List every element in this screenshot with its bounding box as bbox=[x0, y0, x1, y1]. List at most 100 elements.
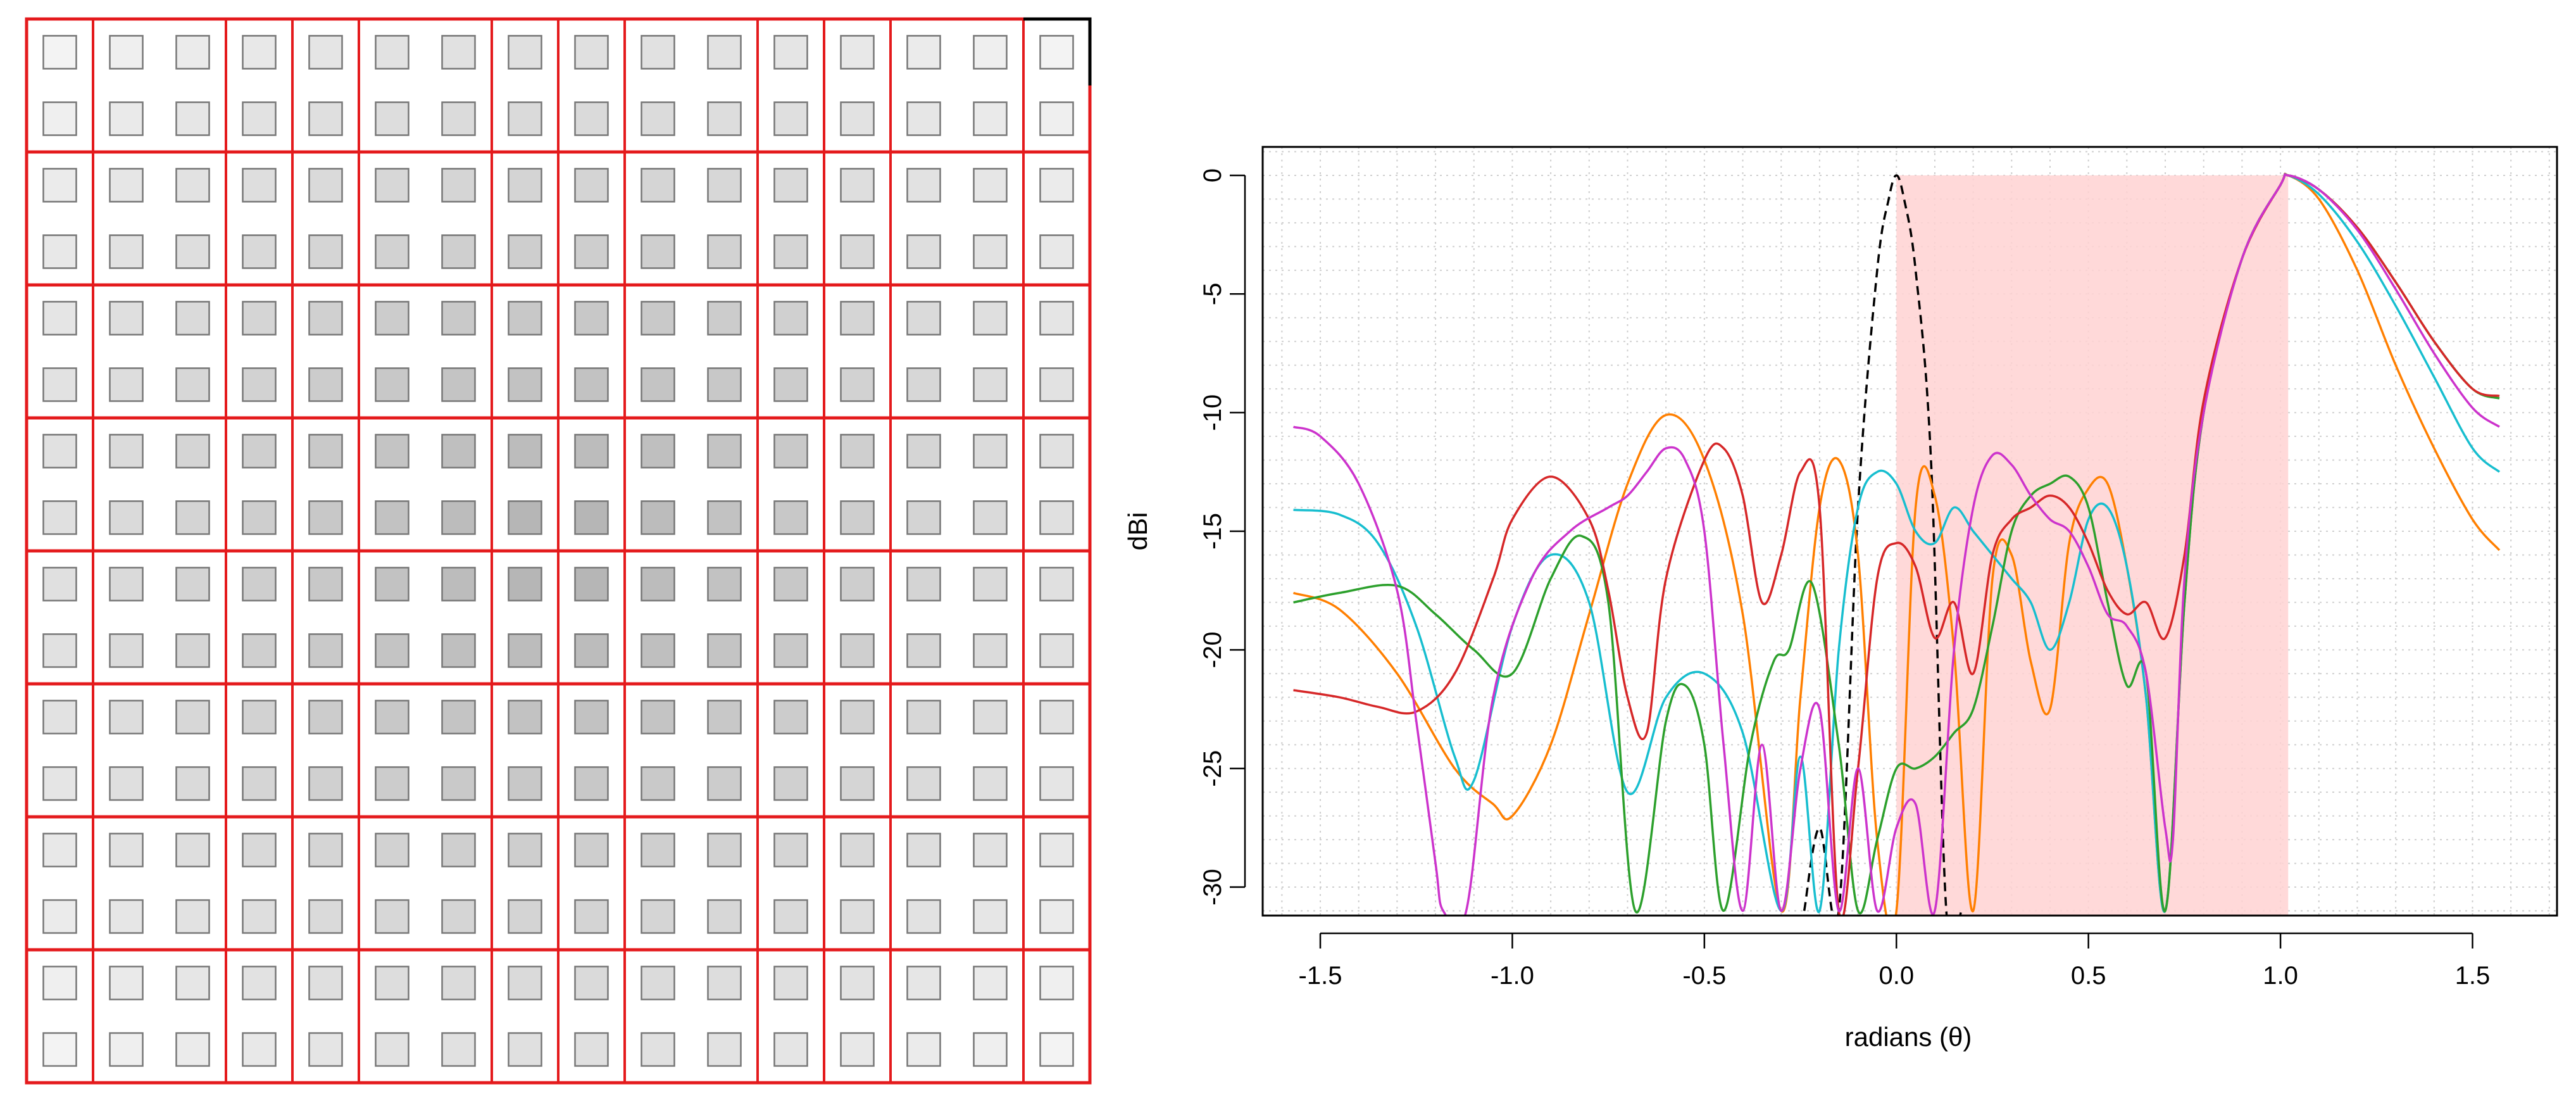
array-element bbox=[109, 700, 144, 734]
highlight-band bbox=[1896, 175, 2289, 916]
array-element bbox=[308, 833, 343, 867]
array-element bbox=[906, 833, 941, 867]
array-element bbox=[242, 500, 277, 535]
array-element bbox=[641, 966, 675, 1000]
array-element bbox=[773, 367, 808, 402]
array-element bbox=[242, 766, 277, 801]
array-element bbox=[109, 966, 144, 1000]
array-element bbox=[707, 35, 742, 70]
array-element bbox=[1039, 833, 1074, 867]
array-element bbox=[308, 1032, 343, 1067]
array-element bbox=[175, 434, 210, 469]
array-element bbox=[508, 1032, 542, 1067]
array-element bbox=[906, 168, 941, 203]
array-element bbox=[773, 434, 808, 469]
array-element bbox=[175, 301, 210, 336]
array-element bbox=[109, 234, 144, 269]
array-element bbox=[773, 500, 808, 535]
array-element bbox=[109, 168, 144, 203]
x-tick-label: -0.5 bbox=[1682, 962, 1726, 990]
array-element bbox=[574, 833, 609, 867]
y-tick-label: -25 bbox=[1199, 750, 1227, 787]
array-element bbox=[375, 434, 410, 469]
array-element bbox=[42, 766, 77, 801]
array-element bbox=[574, 367, 609, 402]
array-element bbox=[641, 700, 675, 734]
array-element bbox=[175, 234, 210, 269]
array-element bbox=[707, 301, 742, 336]
array-element bbox=[508, 367, 542, 402]
array-element bbox=[773, 1032, 808, 1067]
array-element bbox=[641, 35, 675, 70]
array-element bbox=[707, 434, 742, 469]
array-element bbox=[707, 101, 742, 136]
y-axis-title: dBi bbox=[1123, 512, 1153, 551]
y-tick-label: -15 bbox=[1199, 513, 1227, 550]
array-element bbox=[641, 434, 675, 469]
array-element bbox=[175, 101, 210, 136]
array-element bbox=[508, 766, 542, 801]
array-element bbox=[109, 1032, 144, 1067]
array-element bbox=[42, 833, 77, 867]
array-element bbox=[508, 899, 542, 934]
array-element bbox=[574, 101, 609, 136]
x-tick-label: 0.0 bbox=[1879, 962, 1914, 990]
array-element bbox=[1039, 168, 1074, 203]
array-element bbox=[441, 500, 476, 535]
array-element bbox=[242, 101, 277, 136]
y-tick-label: 0 bbox=[1199, 168, 1227, 182]
array-element bbox=[840, 434, 875, 469]
array-element bbox=[308, 567, 343, 602]
series-line-5 bbox=[1293, 173, 2500, 916]
array-element bbox=[441, 633, 476, 668]
array-element bbox=[42, 899, 77, 934]
array-element bbox=[375, 567, 410, 602]
array-element bbox=[641, 899, 675, 934]
array-element bbox=[42, 500, 77, 535]
array-element bbox=[773, 567, 808, 602]
array-element bbox=[641, 567, 675, 602]
array-element bbox=[508, 35, 542, 70]
array-element bbox=[109, 833, 144, 867]
array-element bbox=[773, 101, 808, 136]
array-element bbox=[242, 833, 277, 867]
array-element bbox=[42, 700, 77, 734]
array-element bbox=[308, 966, 343, 1000]
array-element bbox=[906, 234, 941, 269]
array-element bbox=[441, 567, 476, 602]
array-element bbox=[973, 833, 1008, 867]
array-element bbox=[641, 633, 675, 668]
array-element bbox=[508, 700, 542, 734]
array-element bbox=[773, 966, 808, 1000]
array-element bbox=[109, 766, 144, 801]
array-element bbox=[508, 434, 542, 469]
array-element bbox=[42, 434, 77, 469]
array-element bbox=[42, 367, 77, 402]
array-element bbox=[773, 168, 808, 203]
array-element bbox=[42, 1032, 77, 1067]
array-element bbox=[42, 35, 77, 70]
array-element bbox=[508, 234, 542, 269]
array-element bbox=[1039, 500, 1074, 535]
array-element bbox=[109, 899, 144, 934]
array-element bbox=[906, 35, 941, 70]
array-element bbox=[242, 168, 277, 203]
array-element bbox=[641, 301, 675, 336]
array-element bbox=[375, 234, 410, 269]
array-element bbox=[906, 500, 941, 535]
array-element bbox=[375, 633, 410, 668]
array-element bbox=[574, 567, 609, 602]
array-element bbox=[840, 766, 875, 801]
array-element bbox=[840, 367, 875, 402]
array-element bbox=[840, 234, 875, 269]
array-element bbox=[840, 633, 875, 668]
array-element bbox=[707, 234, 742, 269]
array-element bbox=[42, 168, 77, 203]
x-tick-label: -1.5 bbox=[1299, 962, 1342, 990]
array-element bbox=[973, 567, 1008, 602]
array-element bbox=[973, 168, 1008, 203]
array-element bbox=[574, 168, 609, 203]
array-element bbox=[574, 434, 609, 469]
y-axis: 0 -5 -10 -15 -20 -25 -30 bbox=[1199, 168, 1246, 905]
array-element bbox=[773, 700, 808, 734]
